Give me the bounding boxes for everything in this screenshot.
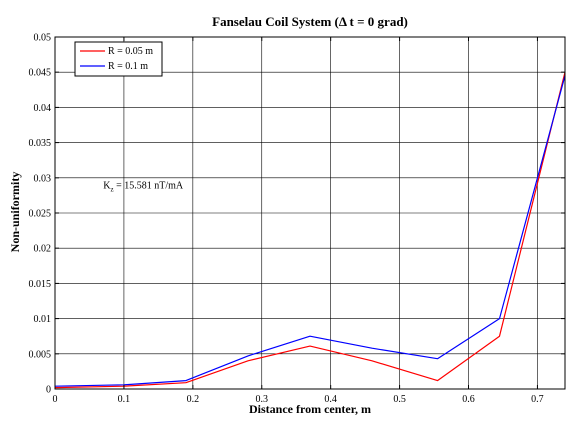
legend: R = 0.05 m R = 0.1 m	[74, 41, 163, 77]
series-line-1	[54, 72, 566, 389]
legend-box	[74, 41, 163, 77]
y-tick-label: 0.035	[29, 138, 52, 149]
axis-ticks: 0 0.1 0.2 0.3 0.4 0.5 0.6 0.7 0 0.005 0.01 0.015 0.0…	[29, 33, 565, 405]
y-tick-label: 0.04	[34, 103, 52, 114]
chart-title: Fanselau Coil System (Δ t = 0 grad)	[212, 14, 408, 29]
grid	[55, 37, 565, 389]
kz-subscript: z	[110, 185, 113, 193]
legend-label-r01: R = 0.1 m	[108, 61, 148, 72]
y-tick-label: 0.005	[29, 349, 52, 360]
y-tick-label: 0.045	[29, 68, 52, 79]
kz-value: = 15.581 nT/mA	[114, 180, 184, 191]
legend-label-r005: R = 0.05 m	[108, 46, 153, 57]
y-axis-title: Non-uniformity	[8, 172, 22, 253]
x-tick-label: 0.1	[118, 394, 131, 405]
x-axis-title: Distance from center, m	[249, 402, 371, 416]
y-tick-label: 0	[46, 385, 51, 396]
kz-annotation: Kz = 15.581 nT/mA	[103, 180, 184, 193]
kz-prefix: K	[103, 180, 111, 191]
y-tick-label: 0.01	[34, 314, 52, 325]
x-tick-label: 0	[53, 394, 58, 405]
y-tick-label: 0.05	[34, 33, 52, 44]
x-tick-label: 0.7	[531, 394, 544, 405]
x-tick-label: 0.6	[462, 394, 475, 405]
y-tick-label: 0.025	[29, 209, 52, 220]
y-tick-label: 0.02	[34, 244, 52, 255]
series-lines	[54, 72, 566, 389]
series-line-2	[54, 75, 566, 387]
x-tick-label: 0.4	[324, 394, 337, 405]
y-tick-label: 0.015	[29, 279, 52, 290]
y-tick-label: 0.03	[34, 173, 52, 184]
x-tick-label: 0.2	[187, 394, 200, 405]
x-tick-label: 0.3	[256, 394, 269, 405]
x-tick-label: 0.5	[393, 394, 406, 405]
